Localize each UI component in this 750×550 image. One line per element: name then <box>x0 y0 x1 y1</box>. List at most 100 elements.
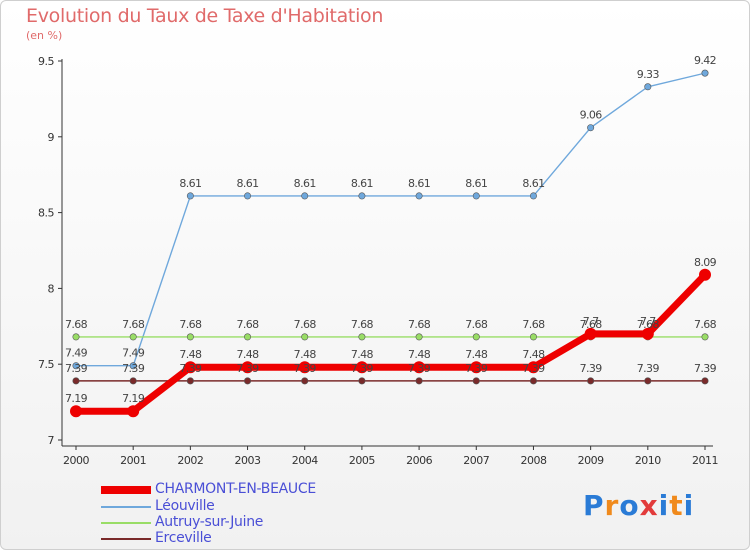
data-label: 8.61 <box>351 177 373 190</box>
data-point <box>129 362 137 370</box>
data-point <box>529 192 537 200</box>
data-point <box>527 361 540 374</box>
data-label: 7.68 <box>294 318 317 331</box>
data-label: 8.61 <box>294 177 316 190</box>
data-point <box>186 333 194 341</box>
data-point <box>644 83 652 91</box>
data-point <box>701 333 709 341</box>
y-tick-label: 7 <box>48 434 55 447</box>
data-label: 9.42 <box>694 54 716 67</box>
y-tick-label: 7.5 <box>38 358 54 371</box>
legend-label: Erceville <box>155 530 212 546</box>
legend-swatch <box>101 522 151 524</box>
data-label: 7.39 <box>351 362 374 375</box>
x-tick-label: 2009 <box>578 454 604 467</box>
data-point <box>298 361 311 374</box>
data-label: 9.06 <box>580 109 603 122</box>
data-point <box>129 377 137 385</box>
data-point <box>244 333 252 341</box>
data-point <box>472 333 480 341</box>
data-label: 7.48 <box>465 348 488 361</box>
data-label: 7.39 <box>236 362 259 375</box>
data-point <box>127 405 140 418</box>
data-point <box>301 333 309 341</box>
data-point <box>472 377 480 385</box>
data-point <box>701 377 709 385</box>
data-point <box>72 377 80 385</box>
data-point <box>70 405 82 418</box>
data-label: 7.48 <box>522 348 545 361</box>
data-point <box>72 362 80 370</box>
data-label: 7.39 <box>465 362 488 375</box>
data-point <box>186 377 194 385</box>
x-tick-label: 2007 <box>463 454 489 467</box>
data-label: 7.68 <box>236 318 259 331</box>
data-label: 7.48 <box>294 348 317 361</box>
data-label: 7.39 <box>408 362 431 375</box>
x-tick-label: 2004 <box>292 454 318 467</box>
y-tick-label: 8.5 <box>38 207 54 220</box>
x-tick-label: 2003 <box>235 454 261 467</box>
data-label: 7.48 <box>408 348 431 361</box>
y-tick-label: 9.5 <box>38 55 54 68</box>
data-label: 8.61 <box>236 177 258 190</box>
legend-label: CHARMONT-EN-BEAUCE <box>155 481 316 497</box>
x-tick-label: 2005 <box>349 454 375 467</box>
data-point <box>587 124 595 132</box>
data-point <box>186 192 194 200</box>
data-label: 7.7 <box>583 315 599 328</box>
data-label: 7.39 <box>522 362 545 375</box>
data-point <box>701 69 709 77</box>
legend-swatch <box>101 538 151 540</box>
data-point <box>358 333 366 341</box>
data-label: 7.39 <box>179 362 202 375</box>
data-label: 7.68 <box>694 318 717 331</box>
data-label: 7.39 <box>65 362 88 375</box>
data-point <box>244 192 252 200</box>
data-label: 7.39 <box>294 362 317 375</box>
data-label: 7.49 <box>122 347 145 360</box>
data-point <box>415 333 423 341</box>
legend-swatch <box>101 506 151 508</box>
y-tick-label: 9 <box>48 131 55 144</box>
data-point <box>184 361 197 374</box>
data-label: 7.68 <box>522 318 545 331</box>
chart-subtitle: (en %) <box>26 29 63 42</box>
x-tick-label: 2006 <box>406 454 432 467</box>
data-label: 7.39 <box>694 362 717 375</box>
data-point <box>587 377 595 385</box>
data-label: 7.19 <box>65 392 88 405</box>
data-label: 7.68 <box>179 318 202 331</box>
data-label: 8.61 <box>522 177 544 190</box>
data-label: 7.68 <box>580 318 603 331</box>
data-point <box>301 192 309 200</box>
data-label: 7.39 <box>580 362 603 375</box>
data-label: 7.48 <box>236 348 259 361</box>
chart-title: Evolution du Taux de Taxe d'Habitation <box>26 5 384 27</box>
data-point <box>472 192 480 200</box>
legend-swatch <box>101 486 151 494</box>
data-label: 8.61 <box>465 177 487 190</box>
data-label: 7.39 <box>122 362 145 375</box>
legend-label: Autruy-sur-Juine <box>155 514 264 530</box>
data-point <box>644 377 652 385</box>
data-point <box>529 377 537 385</box>
data-label: 8.09 <box>694 256 717 269</box>
data-label: 7.7 <box>640 315 656 328</box>
data-label: 7.19 <box>122 392 145 405</box>
data-point <box>358 192 366 200</box>
data-point <box>699 268 711 281</box>
data-label: 7.68 <box>351 318 374 331</box>
data-label: 7.68 <box>65 318 88 331</box>
data-label: 7.68 <box>408 318 431 331</box>
data-point <box>413 361 426 374</box>
data-point <box>244 377 252 385</box>
legend-label: Léouville <box>155 498 215 514</box>
data-label: 7.39 <box>637 362 660 375</box>
data-point <box>129 333 137 341</box>
proxiti-logo: Proxiti <box>583 489 695 522</box>
data-label: 8.61 <box>179 177 201 190</box>
data-point <box>72 333 80 341</box>
